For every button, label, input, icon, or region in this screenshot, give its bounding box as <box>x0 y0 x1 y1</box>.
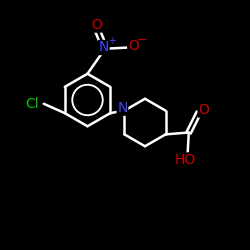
Text: O: O <box>128 39 139 53</box>
Text: +: + <box>108 36 116 46</box>
Text: O: O <box>91 18 102 32</box>
Text: HO: HO <box>175 153 196 167</box>
Text: O: O <box>198 103 209 117</box>
Text: N: N <box>117 101 128 115</box>
Text: −: − <box>136 34 147 47</box>
Text: Cl: Cl <box>26 97 39 111</box>
Text: N: N <box>98 40 109 54</box>
